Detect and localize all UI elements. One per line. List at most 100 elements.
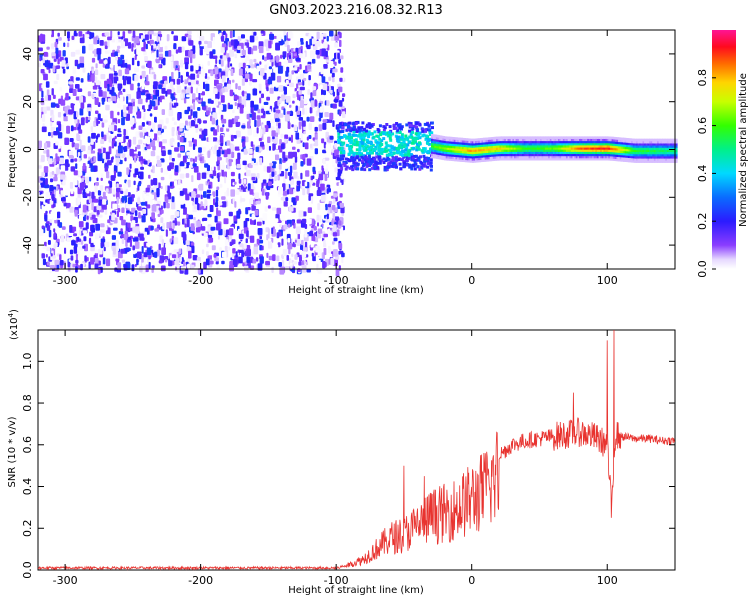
heatmap-cell	[567, 140, 571, 144]
heatmap-cell	[313, 202, 317, 208]
heatmap-cell	[52, 94, 56, 99]
heatmap-cell	[417, 147, 421, 151]
heatmap-cell	[468, 144, 471, 148]
heatmap-cell	[494, 136, 498, 140]
heatmap-cell	[510, 147, 514, 150]
heatmap-cell	[549, 145, 553, 148]
heatmap-cell	[298, 121, 302, 130]
heatmap-cell	[488, 137, 491, 140]
heatmap-cell	[553, 149, 556, 152]
heatmap-cell	[276, 232, 280, 239]
heatmap-cell	[528, 149, 532, 152]
heatmap-cell	[424, 137, 428, 141]
heatmap-cell	[389, 153, 393, 157]
heatmap-cell	[203, 81, 206, 90]
heatmap-cell	[431, 142, 434, 146]
heatmap-cell	[523, 155, 527, 159]
heatmap-cell	[81, 177, 84, 182]
heatmap-cell	[207, 234, 213, 238]
heatmap-cell	[564, 153, 567, 157]
heatmap-cell	[465, 142, 468, 146]
heatmap-cell	[220, 127, 224, 132]
heatmap-cell	[468, 157, 471, 161]
heatmap-cell	[587, 157, 590, 161]
heatmap-cell	[580, 145, 584, 148]
heatmap-cell	[442, 146, 445, 150]
heatmap-cell	[353, 163, 357, 167]
heatmap-cell	[540, 136, 543, 139]
heatmap-cell	[588, 151, 592, 154]
heatmap-cell	[517, 153, 520, 157]
heatmap-cell	[408, 129, 412, 133]
heatmap-cell	[488, 148, 491, 151]
heatmap-cell	[564, 145, 567, 148]
heatmap-cell	[129, 148, 134, 157]
heatmap-cell	[592, 153, 595, 157]
heatmap-cell	[239, 104, 244, 109]
heatmap-cell	[492, 154, 496, 157]
heatmap-cell	[507, 138, 511, 142]
heatmap-cell	[536, 151, 540, 154]
heatmap-cell	[123, 128, 126, 136]
heatmap-cell	[365, 123, 369, 127]
heatmap-cell	[225, 70, 229, 77]
heatmap-cell	[434, 156, 437, 159]
heatmap-cell	[177, 113, 180, 121]
heatmap-cell	[338, 220, 342, 226]
heatmap-cell	[316, 214, 320, 222]
heatmap-cell	[518, 138, 522, 142]
heatmap-cell	[569, 149, 572, 152]
heatmap-cell	[533, 145, 537, 148]
heatmap-cell	[62, 180, 66, 186]
heatmap-cell	[134, 237, 139, 242]
heatmap-cell	[522, 140, 525, 144]
heatmap-cell	[104, 166, 109, 172]
heatmap-cell	[102, 199, 107, 205]
heatmap-cell	[299, 86, 305, 91]
heatmap-cell	[348, 126, 352, 130]
heatmap-cell	[479, 150, 483, 154]
heatmap-cell	[301, 120, 306, 127]
heatmap-cell	[414, 154, 418, 158]
heatmap-cell	[94, 69, 99, 76]
heatmap-cell	[134, 210, 138, 216]
heatmap-cell	[62, 50, 66, 57]
heatmap-cell	[167, 192, 172, 200]
heatmap-cell	[332, 68, 338, 73]
heatmap-cell	[78, 31, 83, 37]
heatmap-cell	[434, 141, 437, 144]
heatmap-cell	[365, 156, 369, 160]
heatmap-cell	[458, 150, 462, 154]
heatmap-cell	[434, 136, 437, 140]
heatmap-cell	[332, 159, 335, 165]
heatmap-cell	[351, 168, 355, 172]
heatmap-cell	[548, 147, 551, 150]
heatmap-cell	[510, 138, 514, 142]
heatmap-cell	[82, 163, 86, 170]
heatmap-cell	[574, 142, 577, 146]
heatmap-cell	[57, 32, 60, 37]
heatmap-cell	[471, 147, 475, 150]
heatmap-cell	[391, 157, 395, 161]
heatmap-cell	[304, 181, 308, 187]
heatmap-cell	[592, 147, 595, 150]
heatmap-cell	[522, 157, 525, 161]
heatmap-cell	[304, 229, 308, 238]
heatmap-cell	[512, 151, 515, 154]
heatmap-cell	[221, 201, 227, 208]
heatmap-cell	[450, 158, 454, 161]
heatmap-cell	[489, 152, 493, 155]
heatmap-cell	[483, 142, 486, 145]
heatmap-cell	[156, 35, 159, 43]
heatmap-cell	[88, 156, 91, 161]
heatmap-cell	[336, 157, 340, 161]
heatmap-cell	[350, 136, 354, 140]
heatmap-cell	[197, 268, 201, 274]
heatmap-cell	[455, 154, 458, 158]
heatmap-cell	[590, 151, 593, 154]
heatmap-cell	[141, 85, 145, 90]
heatmap-cell	[386, 156, 390, 160]
heatmap-cell	[174, 211, 180, 217]
heatmap-cell	[383, 165, 387, 169]
heatmap-cell	[310, 92, 313, 100]
